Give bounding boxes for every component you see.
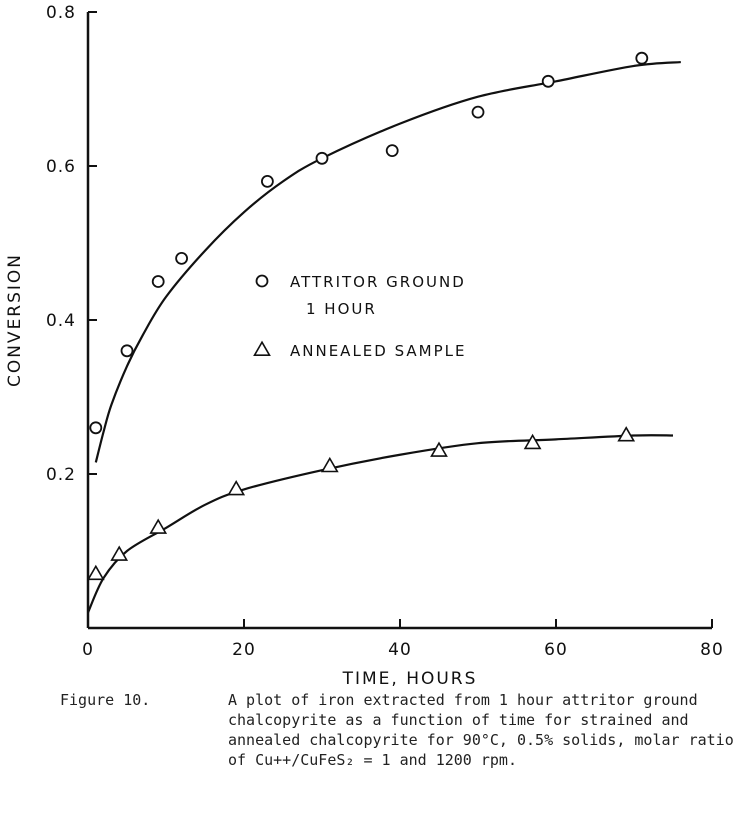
- circle-point: [635, 51, 649, 65]
- legend: ATTRITOR GROUND 1 HOUR ANNEALED SAMPLE: [253, 273, 466, 360]
- circle-point: [315, 151, 329, 165]
- x-tick-label: 80: [700, 640, 724, 660]
- data-points: [86, 51, 649, 581]
- circle-point: [89, 421, 103, 435]
- x-tick-label: 40: [388, 640, 412, 660]
- x-tick-label: 20: [232, 640, 256, 660]
- circle-point: [385, 144, 399, 158]
- axes: 0 20 40 60 80 0.2 0.4 0.6 0.8: [46, 3, 724, 660]
- triangle-point: [430, 441, 448, 457]
- y-ticks: 0.2 0.4 0.6 0.8: [46, 3, 97, 485]
- y-axis-title: CONVERSION: [5, 253, 25, 387]
- y-tick-label: 0.8: [46, 3, 76, 23]
- legend-label: 1 HOUR: [306, 300, 377, 318]
- legend-marker-triangle: [253, 340, 271, 356]
- circle-point: [151, 275, 165, 288]
- fit-curve-series-1: [94, 60, 681, 463]
- y-tick-label: 0.6: [46, 157, 76, 177]
- legend-label: ATTRITOR GROUND: [290, 273, 466, 291]
- legend-label: ANNEALED SAMPLE: [290, 342, 466, 360]
- conversion-vs-time-chart: 0 20 40 60 80 0.2 0.4 0.6 0.8 TIME, HOURS CONVE…: [5, 3, 724, 689]
- triangle-point: [227, 479, 246, 496]
- triangle-point: [523, 433, 542, 450]
- y-tick-label: 0.4: [46, 311, 76, 331]
- circle-point: [541, 74, 555, 88]
- circle-point: [260, 174, 274, 188]
- triangle-point: [110, 545, 129, 561]
- x-ticks: 0 20 40 60 80: [82, 619, 724, 660]
- circle-point: [471, 105, 485, 119]
- circle-point: [120, 344, 134, 358]
- legend-marker-circle: [255, 274, 269, 288]
- triangle-point: [320, 456, 339, 473]
- x-tick-label: 60: [544, 640, 568, 660]
- x-tick-label: 0: [82, 640, 94, 660]
- caption-label: Figure 10.: [60, 691, 151, 709]
- circle-point: [175, 251, 189, 265]
- triangle-point: [617, 426, 636, 442]
- fit-curves: [86, 60, 681, 614]
- caption-text: A plot of iron extracted from 1 hour att…: [228, 691, 734, 769]
- triangle-point: [149, 518, 168, 534]
- x-axis-title: TIME, HOURS: [342, 669, 478, 689]
- triangle-point: [86, 564, 105, 581]
- fit-curve-series-2: [86, 434, 674, 614]
- y-tick-label: 0.2: [46, 465, 76, 485]
